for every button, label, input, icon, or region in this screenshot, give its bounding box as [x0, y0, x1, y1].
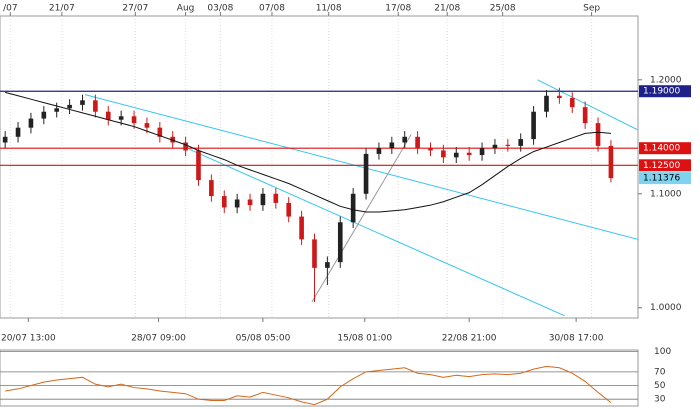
candle-body: [544, 95, 549, 112]
candle-body: [441, 150, 446, 158]
price-panel: [0, 15, 639, 319]
rsi-line: [5, 365, 612, 406]
candle-body: [260, 193, 266, 206]
x-tick-label: 21/07: [49, 4, 75, 14]
candle-body: [234, 199, 240, 208]
candle-body: [325, 262, 330, 268]
x-tick-label: 17/08: [385, 4, 411, 14]
moving-average: [5, 91, 611, 213]
level-label: 1.12500: [643, 161, 680, 171]
rsi-tick-label: 100: [654, 347, 671, 357]
candle-body: [273, 193, 279, 203]
candle-body: [428, 148, 433, 151]
candle-body: [453, 152, 459, 158]
x-tick-label: 28/07 09:00: [131, 334, 186, 344]
x-tick-label: Aug: [177, 4, 195, 14]
candle-body: [170, 136, 176, 143]
y-tick-label: 1.2000: [650, 75, 682, 85]
candle-body: [569, 98, 575, 108]
x-tick-label: 05/08 05:00: [236, 334, 291, 344]
candle-body: [557, 95, 562, 99]
candle-body: [595, 123, 601, 146]
candle-body: [466, 152, 472, 156]
candle-body: [350, 193, 356, 223]
candle-body: [337, 222, 343, 263]
trendline: [537, 79, 639, 131]
candle-body: [41, 111, 47, 119]
x-tick-label: 07/08: [259, 4, 285, 14]
candle-body: [531, 111, 536, 140]
x-tick-label: Sep: [583, 4, 600, 14]
candle-body: [286, 202, 292, 217]
y-tick-label: 1.0000: [650, 303, 682, 313]
candle-body: [144, 123, 150, 128]
candle-body: [415, 136, 420, 149]
rsi-tick-label: 50: [654, 381, 666, 391]
x-tick-label: 25/08: [490, 4, 516, 14]
level-label: 1.14000: [643, 144, 680, 154]
level-tag: [639, 172, 691, 185]
candle-body: [15, 127, 21, 137]
level-label: 1.11376: [643, 174, 680, 184]
candle-body: [363, 153, 369, 194]
candle-body: [221, 196, 227, 208]
candle-body: [67, 104, 72, 109]
level-tag: [639, 85, 691, 98]
candle-body: [196, 150, 201, 181]
candle-body: [28, 118, 34, 128]
candle-body: [608, 145, 614, 179]
candle-body: [299, 216, 304, 240]
candle-body: [492, 144, 498, 149]
x-tick-label: 21/08: [434, 4, 460, 14]
candle-body: [582, 107, 588, 124]
rsi-panel: [0, 349, 639, 407]
x-tick-label: 22/08 21:00: [442, 334, 497, 344]
candle-body: [247, 199, 253, 206]
candle-body: [105, 111, 111, 120]
x-tick-label: 30/08 17:00: [549, 334, 604, 344]
candle-body: [505, 144, 511, 146]
candle-body: [118, 116, 124, 120]
rsi-tick-label: 30: [654, 395, 666, 405]
candle-body: [54, 108, 60, 112]
candle-body: [157, 127, 163, 137]
candle-body: [389, 142, 395, 149]
x-tick-label: 03/08: [207, 4, 233, 14]
trendline: [311, 134, 412, 303]
x-tick-label: /07: [3, 4, 17, 14]
trendline: [84, 94, 639, 240]
level-tag: [639, 142, 691, 155]
candle-body: [209, 180, 214, 197]
x-tick-label: 27/07: [122, 4, 148, 14]
trendline: [189, 148, 565, 317]
rsi-tick-label: 70: [654, 367, 666, 377]
x-tick-label: 15/08 01:00: [337, 334, 392, 344]
x-tick-label: 11/08: [316, 4, 342, 14]
x-tick-label: 20/07 13:00: [1, 334, 56, 344]
level-label: 1.19000: [643, 87, 680, 97]
candle-body: [402, 136, 408, 143]
candle-body: [312, 239, 317, 268]
candle-body: [131, 116, 137, 124]
candle-body: [80, 100, 85, 105]
level-tag: [639, 159, 691, 172]
candle-body: [183, 142, 188, 151]
candle-body: [93, 100, 98, 112]
candle-body: [518, 139, 524, 146]
y-tick-label: 1.1000: [650, 189, 682, 199]
candle-body: [479, 148, 485, 156]
candle-body: [2, 136, 8, 143]
candle-body: [376, 148, 382, 154]
